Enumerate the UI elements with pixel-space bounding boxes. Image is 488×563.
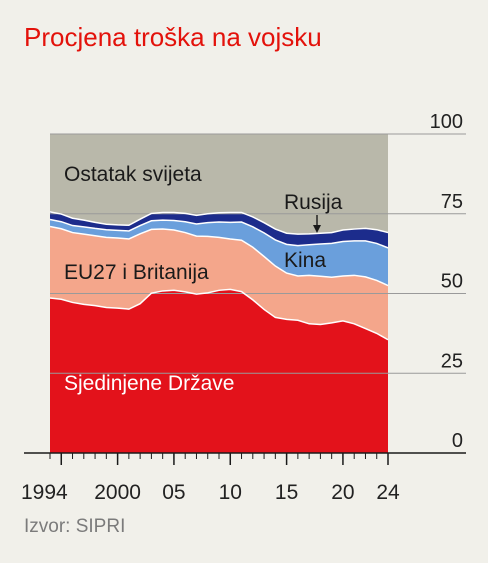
y-tick-label-100: 100	[430, 111, 463, 133]
area-layers	[50, 134, 388, 453]
x-tick-label-20: 20	[331, 481, 354, 504]
y-tick-label-0: 0	[452, 430, 463, 452]
gridlines	[50, 133, 466, 374]
divider-rusija	[49, 211, 389, 235]
chart-title: Procjena troška na vojsku	[24, 22, 322, 52]
divider-eu27-i-britanija	[49, 225, 389, 287]
x-tick-label-05: 05	[162, 481, 185, 504]
x-tick-label-24: 24	[376, 481, 400, 504]
x-tick-label-10: 10	[219, 481, 242, 504]
label-eu27-britanija: EU27 i Britanija	[64, 261, 209, 284]
area-sjedinjene-dr-ave	[50, 289, 388, 453]
y-tick-label-25: 25	[441, 350, 463, 372]
label-kina: Kina	[284, 249, 326, 272]
y-tick-label-50: 50	[441, 271, 463, 293]
x-tick-label-15: 15	[275, 481, 298, 504]
source-note: Izvor: SIPRI	[24, 516, 126, 537]
divider-kina	[49, 218, 389, 249]
label-ostatak-svijeta: Ostatak svijeta	[64, 163, 202, 186]
area-ostatak-svijeta	[50, 134, 388, 235]
label-sjedinjene-drzave: Sjedinjene Države	[64, 372, 234, 395]
label-rusija: Rusija	[284, 191, 343, 214]
x-tick-label-2000: 2000	[94, 481, 141, 504]
x-tick-label-1994: 1994	[21, 481, 68, 504]
series-dividers	[49, 211, 389, 341]
y-axis-labels: 0 25 50 75 100	[430, 111, 463, 452]
rusija-pointer-arrow	[313, 225, 321, 233]
area-rusija	[50, 211, 388, 248]
x-axis: 1994 2000 05 10 15 20 24	[21, 452, 466, 504]
series-annotations: Ostatak svijeta Rusija Kina EU27 i Brita…	[64, 163, 343, 395]
y-tick-label-75: 75	[441, 191, 463, 213]
divider-sjedinjene-dr-ave	[49, 288, 389, 341]
area-eu27-i-britanija	[50, 226, 388, 340]
